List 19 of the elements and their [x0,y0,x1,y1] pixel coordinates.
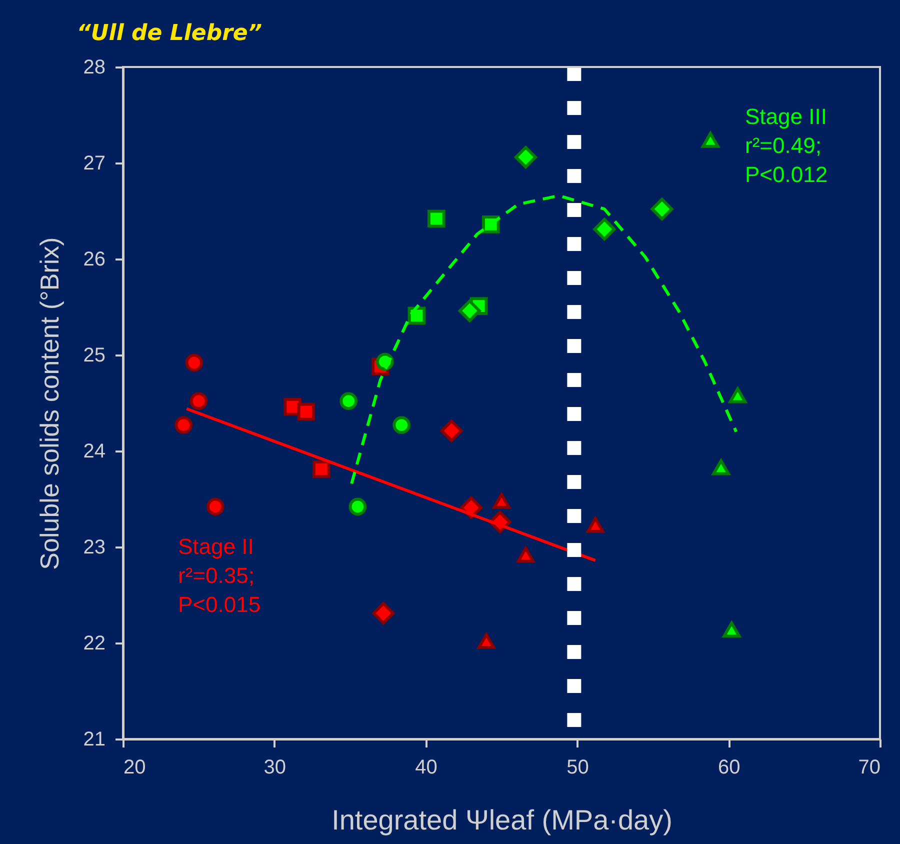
y-tick-label: 26 [83,248,106,270]
y-tick-label: 23 [83,536,106,558]
x-tick-label: 50 [566,756,589,778]
y-tick-label: 21 [83,728,106,750]
x-tick-label: 70 [858,756,880,778]
y-axis-title: Soluble solids content (°Brix) [34,237,64,570]
y-tick-label: 25 [83,344,106,366]
y-tick-label: 28 [83,56,106,78]
x-tick-label: 30 [264,756,286,778]
annotation: Stage III r²=0.49; P<0.012 [745,104,828,187]
y-tick-label: 22 [83,632,106,654]
x-axis-title: Integrated Ψleaf (MPa·day) [332,804,672,836]
chart-title: “Ull de Llebre” [76,21,262,46]
x-tick-label: 60 [718,756,740,778]
x-tick-label: 40 [415,756,438,778]
annotation: Stage II r²=0.35; P<0.015 [178,534,261,617]
y-tick-label: 24 [83,440,106,462]
y-tick-label: 27 [83,152,106,174]
x-tick-label: 20 [124,756,146,778]
